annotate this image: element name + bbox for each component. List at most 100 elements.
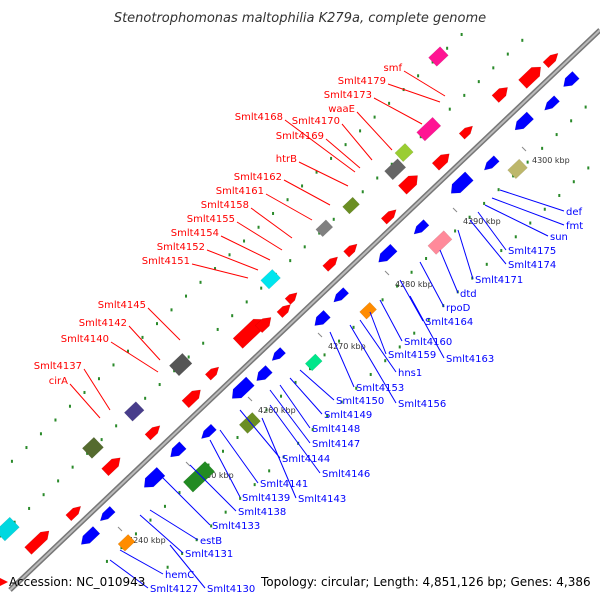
- guide-dot: [126, 349, 129, 353]
- guide-dot: [572, 180, 575, 184]
- gene-feature: [343, 243, 358, 258]
- guide-dot: [289, 259, 292, 263]
- leader-line: [329, 331, 355, 388]
- gene-label-reverse: Smlt4130: [207, 584, 255, 595]
- leader-line: [356, 111, 393, 151]
- guide-dot: [221, 449, 224, 453]
- gene-feature: [254, 317, 272, 334]
- gene-feature: [81, 436, 104, 459]
- guide-dot: [454, 229, 457, 233]
- guide-dot: [309, 367, 312, 371]
- guide-dot: [543, 207, 546, 211]
- gene-label-forward: Smlt4152: [157, 242, 205, 253]
- leader-line: [341, 123, 373, 161]
- gene-label-reverse: Smlt4127: [150, 584, 198, 595]
- gene-label-forward: Smlt4170: [292, 116, 340, 127]
- guide-dot: [163, 504, 166, 508]
- gene-feature: [99, 505, 116, 522]
- guide-dot: [280, 394, 283, 398]
- leader-line: [149, 509, 199, 541]
- leader-line: [409, 295, 445, 359]
- leader-line: [128, 325, 161, 361]
- guide-dot: [427, 317, 430, 321]
- guide-dot: [97, 377, 100, 381]
- leader-line: [279, 384, 311, 429]
- guide-dot: [492, 66, 495, 70]
- gene-label-forward: Smlt4169: [276, 131, 324, 142]
- guide-dot: [359, 129, 362, 133]
- gene-feature: [397, 175, 418, 195]
- leader-line: [439, 249, 459, 294]
- leader-line: [387, 83, 441, 103]
- gene-label-forward: Smlt4142: [79, 318, 127, 329]
- gene-feature: [394, 143, 414, 163]
- guide-dot: [497, 188, 500, 192]
- guide-dot: [340, 400, 343, 404]
- gene-label-forward: Smlt4154: [171, 228, 219, 239]
- leader-line: [369, 311, 387, 355]
- guide-dot: [521, 38, 524, 42]
- guide-dot: [105, 559, 108, 563]
- tick-label: 4260 kbp: [258, 406, 296, 415]
- gene-label-reverse: Smlt4149: [324, 410, 372, 421]
- guide-dot: [166, 565, 169, 569]
- guide-dot: [384, 359, 387, 363]
- guide-dot: [526, 160, 529, 164]
- gene-features: [0, 46, 580, 555]
- guide-dot: [178, 491, 181, 495]
- tick-mark: [185, 461, 191, 467]
- leader-line: [283, 179, 331, 206]
- gene-feature: [563, 70, 580, 87]
- gene-label-forward: Smlt4155: [187, 214, 235, 225]
- guide-dot: [185, 294, 188, 298]
- guide-dot: [352, 325, 355, 329]
- guide-dot: [228, 253, 231, 257]
- gene-feature: [458, 125, 474, 140]
- guide-dot: [303, 245, 306, 249]
- gene-label-reverse: Smlt4150: [336, 396, 384, 407]
- leader-line: [373, 97, 423, 125]
- leader-line: [219, 429, 259, 484]
- leader-line: [269, 389, 311, 444]
- guide-dot: [100, 438, 103, 442]
- gene-label-reverse: Smlt4164: [425, 317, 473, 328]
- gene-label-forward: Smlt4179: [338, 76, 386, 87]
- guide-dot: [71, 465, 74, 469]
- guide-dot: [555, 133, 558, 137]
- guide-dot: [141, 335, 144, 339]
- leader-line: [499, 189, 565, 212]
- guide-dot: [54, 418, 57, 422]
- guide-dot: [425, 256, 428, 260]
- leader-line: [109, 559, 149, 589]
- guide-dot: [243, 239, 246, 243]
- kbp-ticks: 4240 kbp 4250 kbp 4260 kbp 4270 kbp 4280 kbp…: [117, 146, 570, 545]
- guide-dot: [326, 414, 329, 418]
- gene-feature: [544, 95, 560, 111]
- leader-line: [403, 70, 446, 97]
- guide-dot: [149, 518, 152, 522]
- gene-feature: [483, 155, 500, 171]
- leader-line: [191, 263, 249, 279]
- gene-feature: [101, 457, 121, 477]
- guide-dot: [396, 284, 399, 288]
- gene-label-forward: Smlt4137: [34, 361, 82, 372]
- leader-line: [119, 549, 164, 575]
- gene-feature: [384, 158, 407, 181]
- guide-dot: [301, 184, 304, 188]
- leader-line: [284, 119, 356, 173]
- gene-feature: [276, 304, 291, 319]
- gene-feature: [271, 347, 287, 361]
- guide-dot: [311, 428, 314, 432]
- gene-label-reverse: sun: [550, 232, 568, 243]
- guide-dot: [376, 176, 379, 180]
- gene-label-forward: Smlt4151: [142, 256, 190, 267]
- guide-dot: [369, 372, 372, 376]
- leader-line: [484, 204, 549, 237]
- tick-mark: [117, 526, 123, 532]
- gene-feature: [170, 441, 187, 458]
- guide-dot: [216, 327, 219, 331]
- guide-dot: [410, 270, 413, 274]
- leader-line: [209, 439, 241, 498]
- guide-dot: [558, 193, 561, 197]
